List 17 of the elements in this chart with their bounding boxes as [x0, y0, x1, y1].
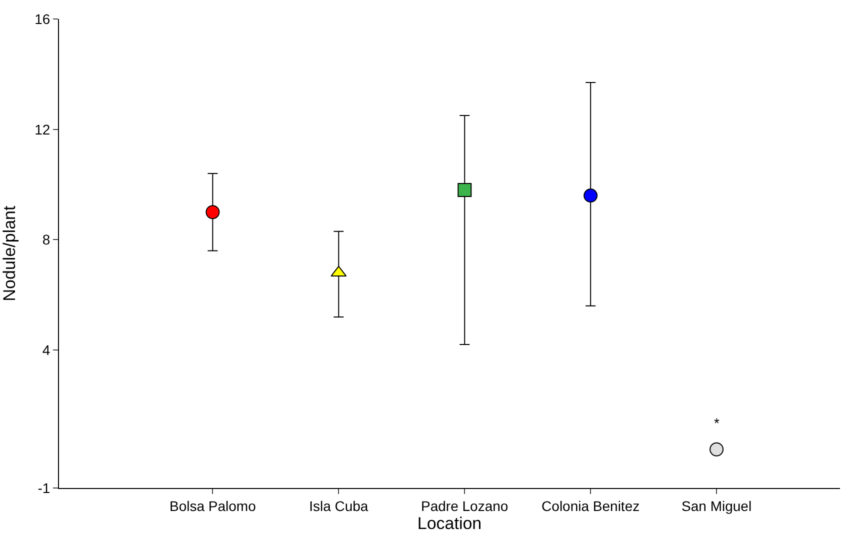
- x-tick-label: San Miguel: [682, 498, 752, 514]
- x-axis-title: Location: [417, 514, 482, 533]
- y-tick-label: -1: [38, 480, 50, 496]
- y-tick-label: 8: [42, 232, 50, 248]
- point: [584, 188, 598, 203]
- x-tick-label: Padre Lozano: [421, 498, 508, 514]
- y-tick-label: 16: [34, 10, 50, 27]
- y-tick-label: 12: [34, 121, 50, 138]
- x-tick-label: Isla Cuba: [309, 498, 368, 514]
- y-tick-label: 4: [42, 342, 50, 358]
- point: [458, 183, 472, 198]
- point: [206, 205, 220, 220]
- point: [710, 442, 724, 456]
- x-tick-label: Bolsa Palomo: [169, 498, 256, 514]
- annotation: *: [714, 415, 720, 431]
- y-axis-title: Nodule/plant: [0, 206, 19, 302]
- x-tick-label: Colonia Benitez: [542, 498, 640, 514]
